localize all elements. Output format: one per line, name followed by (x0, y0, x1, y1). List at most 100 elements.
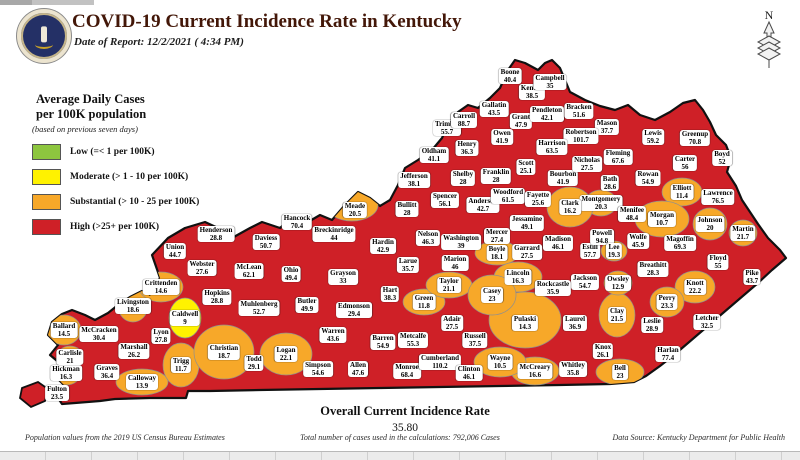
county-value: 19.3 (607, 251, 621, 259)
county-value: 10.7 (655, 219, 669, 227)
county-name: Morgan (649, 211, 675, 219)
county-name: Nelson (417, 230, 439, 238)
county-value: 28 (492, 176, 500, 184)
county-name: Garrard (514, 244, 540, 252)
county-label-lee: Lee 19.3 (605, 243, 623, 259)
county-value: 54.9 (641, 178, 655, 186)
county-label-butler: Butler 49.9 (295, 297, 319, 313)
county-value: 16.3 (511, 277, 525, 285)
county-label-todd: Todd 29.1 (244, 355, 264, 371)
county-name: Muhlenberg (240, 300, 278, 308)
county-name: Pike (745, 269, 759, 277)
county-value: 59.2 (646, 137, 660, 145)
county-value: 25.6 (531, 199, 545, 207)
county-label-mason: Mason 37.7 (594, 119, 620, 135)
county-value: 47.9 (514, 121, 528, 129)
county-label-clay: Clay 21.5 (608, 307, 626, 323)
county-name: Simpson (305, 361, 331, 369)
county-name: Franklin (482, 168, 510, 176)
county-name: Warren (321, 327, 345, 335)
population-note: Population values from the 2019 US Censu… (25, 433, 225, 442)
county-label-graves: Graves 36.4 (94, 364, 120, 380)
county-value: 51.6 (572, 111, 586, 119)
county-name: Calloway (128, 374, 156, 382)
county-name: Edmonson (338, 302, 370, 310)
county-label-carroll: Carroll 88.7 (450, 112, 478, 128)
cases-note: Total number of cases used in the calcul… (300, 433, 500, 442)
overall-rate-block: Overall Current Incidence Rate 35.80 (0, 404, 800, 434)
county-label-scott: Scott 25.1 (516, 159, 536, 175)
county-value: 37.7 (600, 127, 614, 135)
county-value: 42.7 (476, 205, 490, 213)
county-label-knott: Knott 22.2 (684, 279, 706, 295)
county-label-hickman: Hickman 16.3 (50, 365, 82, 381)
county-value: 21.5 (610, 315, 624, 323)
county-value: 38.1 (407, 180, 421, 188)
county-label-lincoln: Lincoln 16.3 (504, 269, 532, 285)
report-date: Date of Report: 12/2/2021 ( 4:34 PM) (74, 36, 244, 48)
county-value: 49.9 (300, 305, 314, 313)
county-name: Ballard (52, 322, 76, 330)
county-name: Laurel (564, 315, 586, 323)
county-name: Bourbon (549, 170, 577, 178)
county-label-pulaski: Pulaski 14.3 (511, 315, 539, 331)
county-name: Marshall (120, 343, 148, 351)
county-value: 70.4 (290, 222, 304, 230)
kentucky-state-seal (17, 9, 71, 63)
county-value: 14.5 (57, 330, 71, 338)
county-label-daviess: Daviess 50.7 (252, 234, 280, 250)
county-label-robertson: Robertson 101.7 (563, 128, 599, 144)
county-label-fayette: Fayette 25.6 (524, 191, 552, 207)
county-value: 26.1 (596, 351, 610, 359)
county-name: Lincoln (506, 269, 530, 277)
county-value: 28 (403, 209, 411, 217)
county-label-lewis: Lewis 59.2 (642, 129, 664, 145)
county-name: Fleming (605, 149, 631, 157)
county-value: 55.3 (406, 340, 420, 348)
legend-label-high: High (>25+ per 100K) (70, 222, 160, 232)
county-label-clark: Clark 16.2 (559, 199, 581, 215)
county-value: 28.6 (603, 183, 617, 191)
county-value: 16.3 (59, 373, 73, 381)
county-name: McLean (236, 263, 262, 271)
county-name: Kenton (520, 84, 544, 92)
county-label-shelby: Shelby 28 (450, 170, 476, 186)
county-name: Wolfe (629, 233, 647, 241)
county-label-jessamine: Jessamine 49.1 (509, 215, 545, 231)
county-value: 101.7 (573, 136, 589, 144)
county-label-ballard: Ballard 14.5 (50, 322, 78, 338)
county-label-mercer: Mercer 27.4 (483, 228, 511, 244)
county-label-wayne: Wayne 10.5 (487, 354, 513, 370)
county-value: 46 (451, 263, 459, 271)
county-name: Pulaski (513, 315, 537, 323)
county-name: Knott (686, 279, 704, 287)
data-source-note: Data Source: Kentucky Department for Pub… (612, 433, 785, 442)
county-name: Floyd (709, 254, 727, 262)
county-value: 43.5 (487, 109, 501, 117)
county-value: 54.7 (578, 282, 592, 290)
north-arrow-icon (756, 20, 782, 68)
legend-swatch-moderate (32, 169, 61, 185)
county-value: 28.3 (646, 269, 660, 277)
county-label-webster: Webster 27.6 (187, 260, 217, 276)
county-name: Pendleton (532, 106, 562, 114)
county-value: 11.8 (418, 302, 430, 310)
county-value: 46.1 (462, 373, 476, 381)
county-label-adair: Adair 27.5 (441, 315, 463, 331)
county-label-grant: Grant 47.9 (509, 113, 533, 129)
county-label-breathitt: Breathitt 28.3 (637, 261, 669, 277)
county-value: 41.1 (427, 155, 441, 163)
county-value: 27.8 (154, 336, 168, 344)
county-value: 20.5 (348, 210, 362, 218)
county-label-cumberland: Cumberland 110.2 (418, 354, 462, 370)
county-value: 61.5 (501, 196, 515, 204)
legend-item-substantial: Substantial (> 10 - 25 per 100K) (32, 194, 222, 210)
county-value: 14.3 (518, 323, 532, 331)
county-label-oldham: Oldham 41.1 (419, 147, 449, 163)
county-label-pendleton: Pendleton 42.1 (530, 106, 564, 122)
county-name: Grant (511, 113, 531, 121)
county-name: Clay (610, 307, 624, 315)
county-value: 76.5 (711, 197, 725, 205)
county-value: 23 (488, 295, 496, 303)
county-label-magoffin: Magoffin 69.3 (664, 235, 696, 251)
